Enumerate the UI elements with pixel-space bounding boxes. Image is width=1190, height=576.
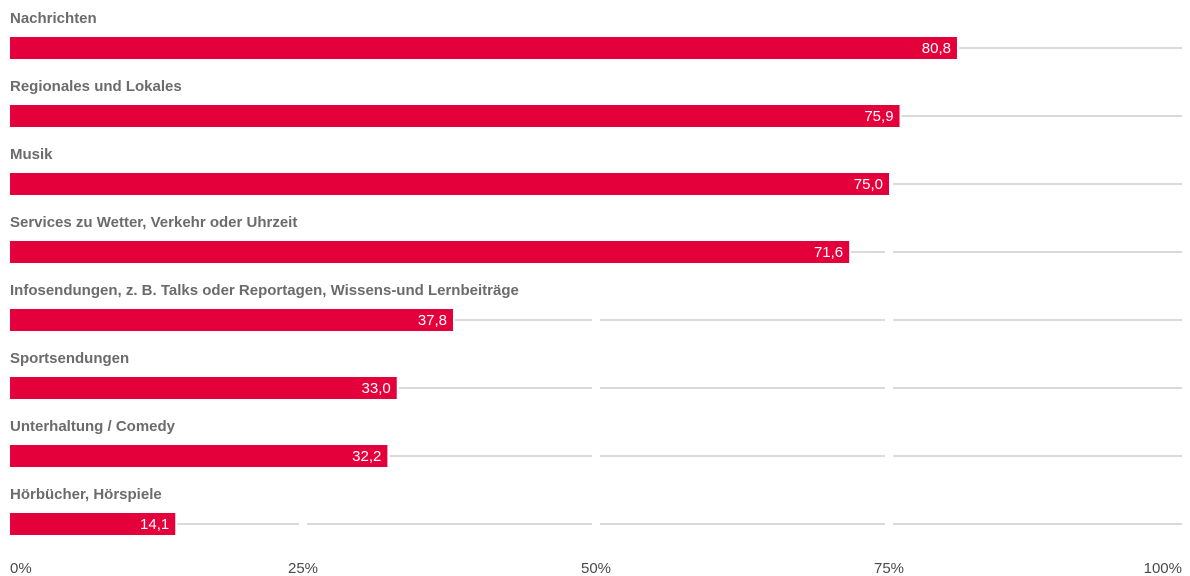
category-label: Regionales und Lokales	[10, 78, 182, 95]
category-label: Unterhaltung / Comedy	[10, 418, 176, 435]
bar	[10, 513, 176, 535]
category-label: Sportsendungen	[10, 350, 129, 367]
data-label: 71,6	[814, 244, 843, 261]
bar	[10, 37, 957, 59]
x-tick-label: 75%	[874, 560, 904, 576]
category-label: Hörbücher, Hörspiele	[10, 486, 162, 503]
bar	[10, 105, 900, 127]
data-label: 14,1	[140, 516, 169, 533]
x-axis: 0% 25% 50% 75% 100%	[10, 560, 1182, 576]
x-tick-label: 0%	[10, 560, 32, 576]
bar	[10, 309, 454, 331]
category-label: Nachrichten	[10, 10, 97, 27]
bar	[10, 445, 388, 467]
data-label: 37,8	[418, 312, 447, 329]
bar	[10, 173, 889, 195]
x-tick-label: 50%	[581, 560, 611, 576]
grid-layer	[177, 47, 1182, 525]
category-label: Services zu Wetter, Verkehr oder Uhrzeit	[10, 214, 297, 231]
x-tick-label: 100%	[1144, 560, 1182, 576]
data-label: 33,0	[362, 380, 391, 397]
category-label: Infosendungen, z. B. Talks oder Reportag…	[10, 282, 519, 299]
bar	[10, 241, 850, 263]
bar	[10, 377, 397, 399]
x-tick-label: 25%	[288, 560, 318, 576]
data-label: 75,9	[864, 108, 893, 125]
data-label: 80,8	[922, 40, 951, 57]
category-label: Musik	[10, 146, 53, 163]
bar-layer: Nachrichten 80,8 Regionales und Lokales 75,…	[10, 10, 957, 535]
data-label: 75,0	[854, 176, 883, 193]
data-label: 32,2	[352, 448, 381, 465]
